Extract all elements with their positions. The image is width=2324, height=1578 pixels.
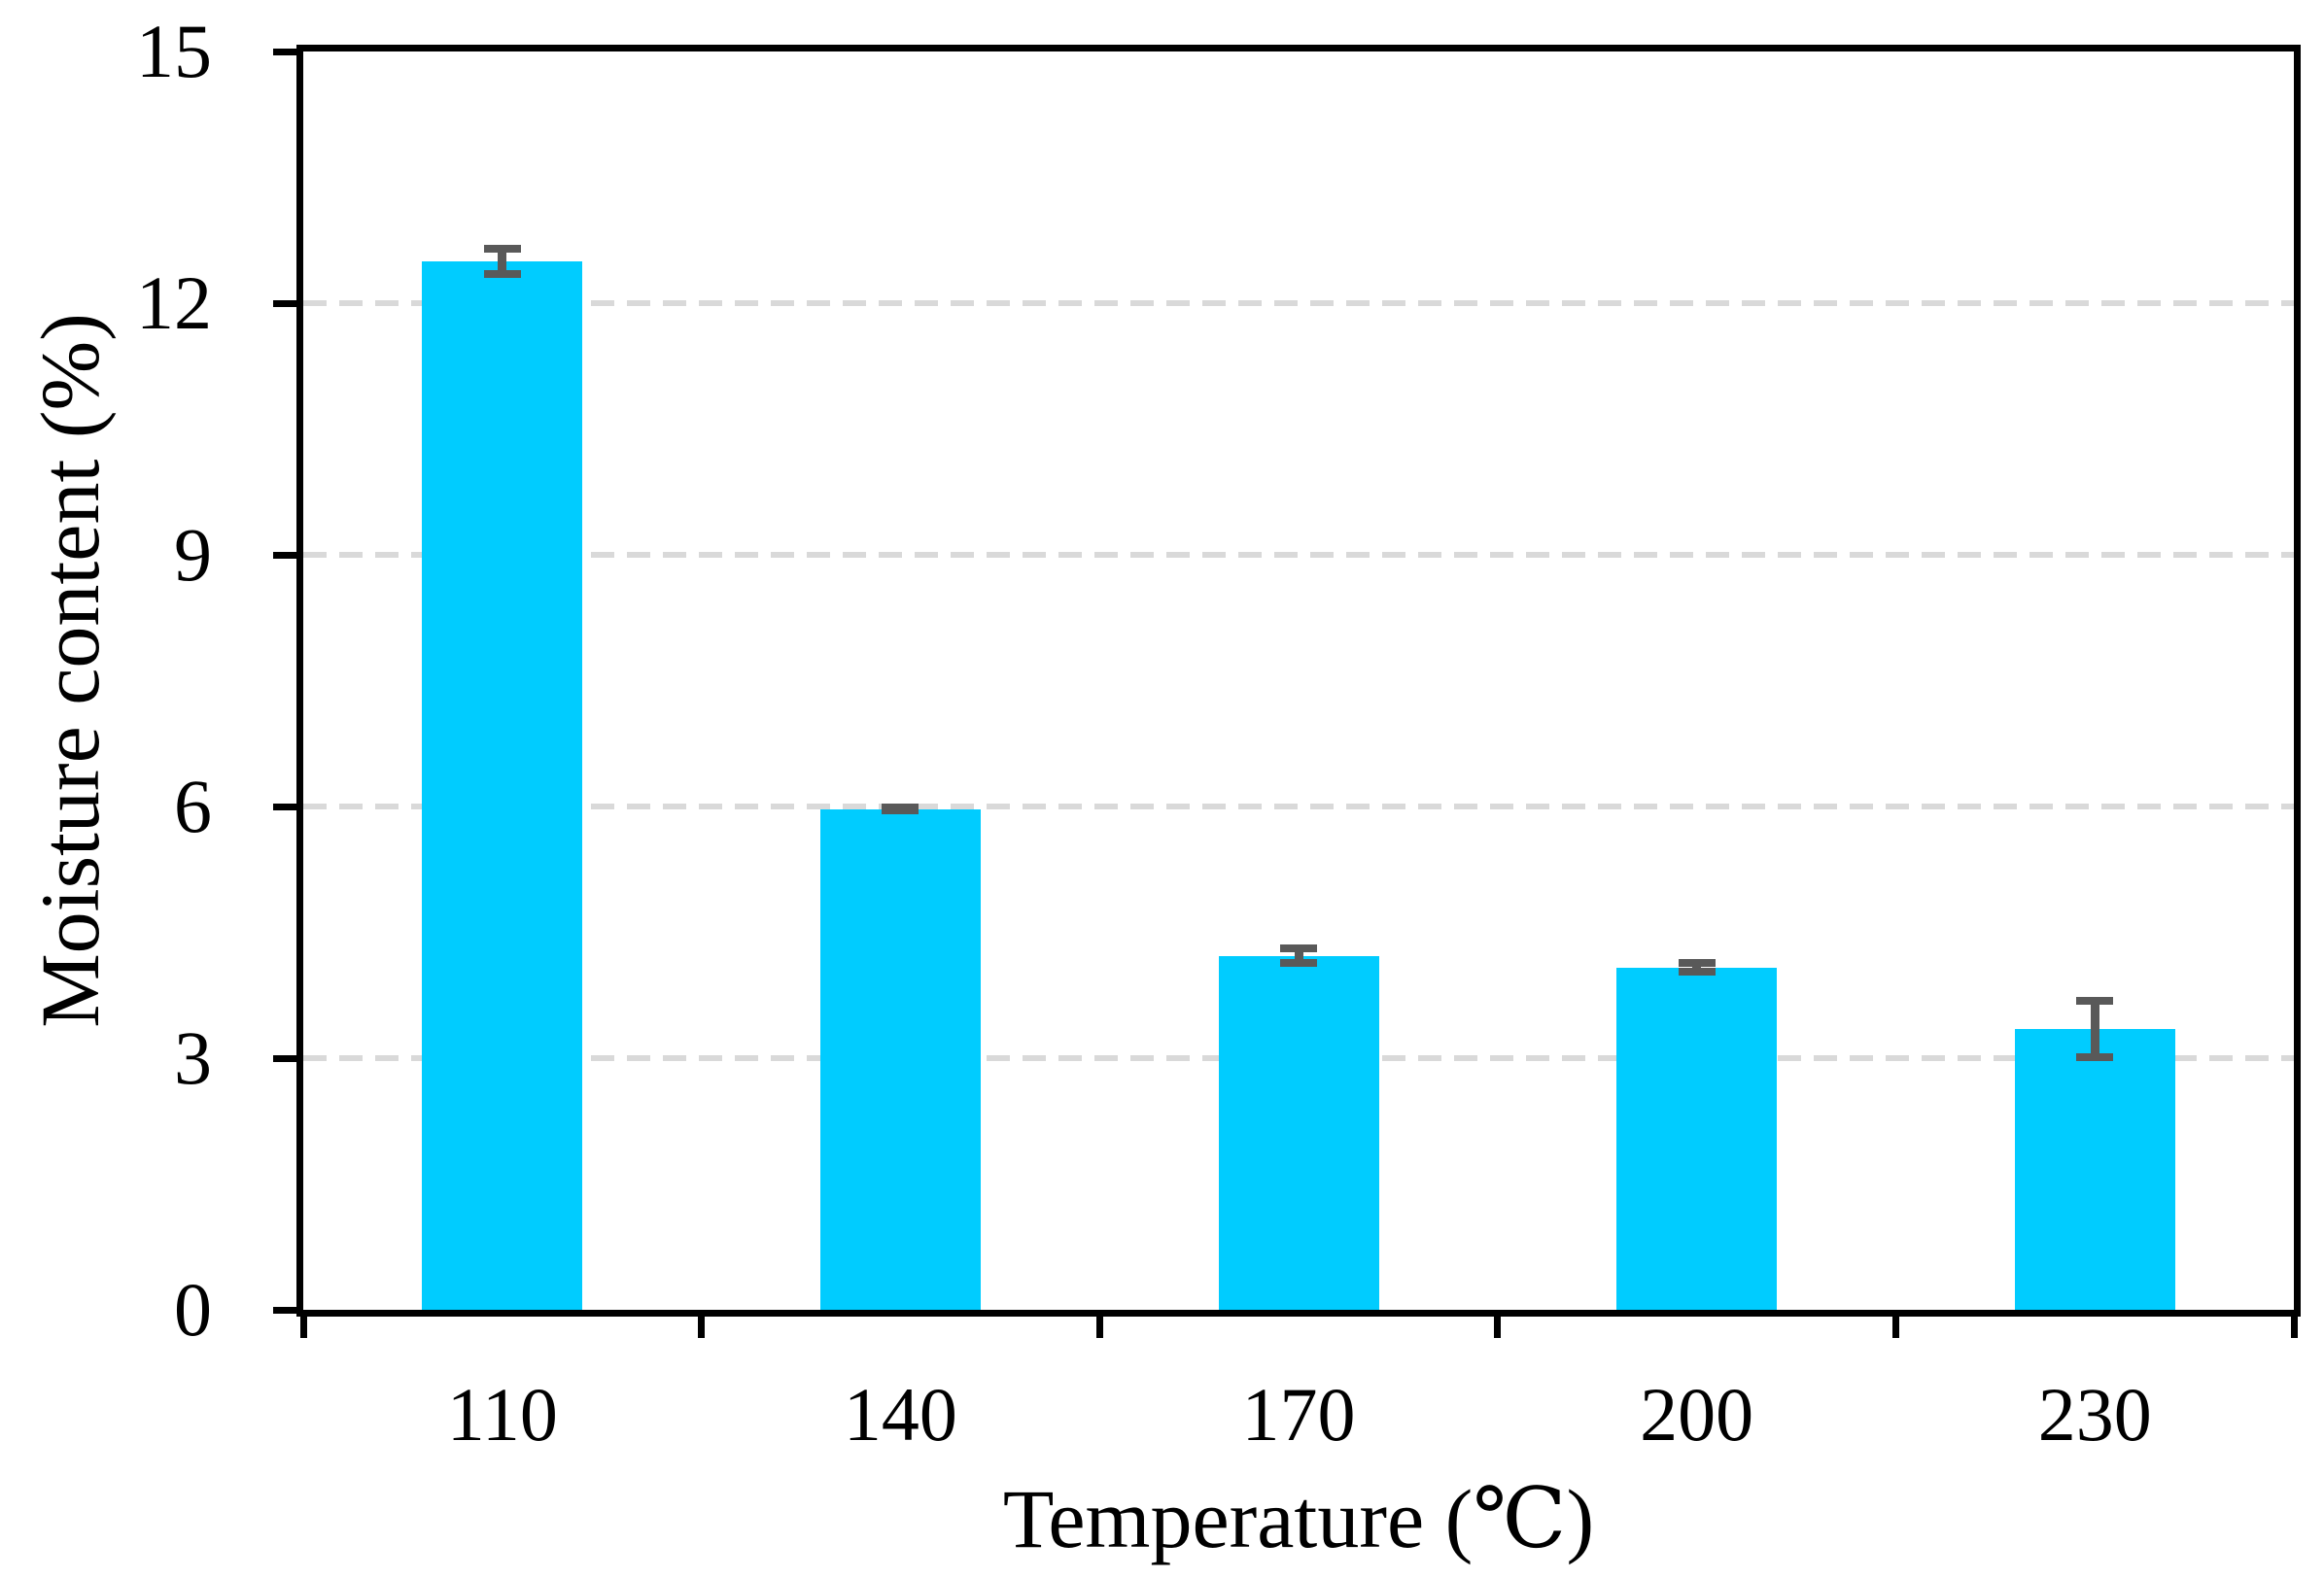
y-axis-title: Moisture content (%) [23,313,117,1028]
gridline-12 [303,300,2294,306]
x-tick-label-110: 110 [446,1372,558,1457]
error-bar-cap-top-200 [1678,959,1716,968]
error-bar-stem-230 [2090,996,2099,1061]
bar-200 [1616,967,1778,1310]
y-tick-6 [273,803,296,810]
error-bar-stem-110 [498,244,507,279]
x-tick-boundary-5 [2290,1317,2298,1338]
x-tick-label-230: 230 [2037,1372,2152,1457]
y-tick-12 [273,299,296,307]
error-bar-cap-top-230 [2076,996,2114,1005]
error-bar-cap-bottom-170 [1280,958,1317,967]
error-bar-cap-top-110 [483,244,521,253]
error-bar-stem-200 [1692,959,1702,977]
x-tick-boundary-2 [1095,1317,1103,1338]
x-tick-label-170: 170 [1241,1372,1356,1457]
y-tick-9 [273,551,296,559]
y-tick-0 [273,1306,296,1314]
error-bar-cap-top-170 [1280,944,1317,953]
y-tick-label-12: 12 [136,260,212,345]
bar-140 [819,808,981,1310]
bar-230 [2014,1028,2175,1310]
bar-110 [422,260,583,1310]
error-bar-cap-bottom-140 [882,806,919,814]
x-tick-boundary-0 [299,1317,307,1338]
gridline-9 [303,552,2294,558]
x-tick-boundary-3 [1494,1317,1502,1338]
error-bar-stem-170 [1294,944,1303,967]
x-tick-boundary-4 [1891,1317,1899,1338]
y-tick-15 [273,48,296,55]
x-tick-boundary-1 [698,1317,706,1338]
x-tick-label-140: 140 [843,1372,957,1457]
y-tick-label-0: 0 [174,1267,212,1352]
y-tick-3 [273,1054,296,1062]
x-axis-title: Temperature (℃) [1002,1472,1595,1565]
y-tick-label-3: 3 [174,1015,212,1100]
y-tick-label-9: 9 [174,512,212,597]
x-tick-label-200: 200 [1640,1372,1754,1457]
error-bar-cap-bottom-200 [1678,968,1716,977]
error-bar-cap-bottom-230 [2076,1052,2114,1061]
gridline-6 [303,804,2294,809]
error-bar-cap-bottom-110 [483,270,521,279]
y-tick-label-15: 15 [136,9,212,93]
y-tick-label-6: 6 [174,764,212,848]
bar-170 [1218,955,1379,1310]
